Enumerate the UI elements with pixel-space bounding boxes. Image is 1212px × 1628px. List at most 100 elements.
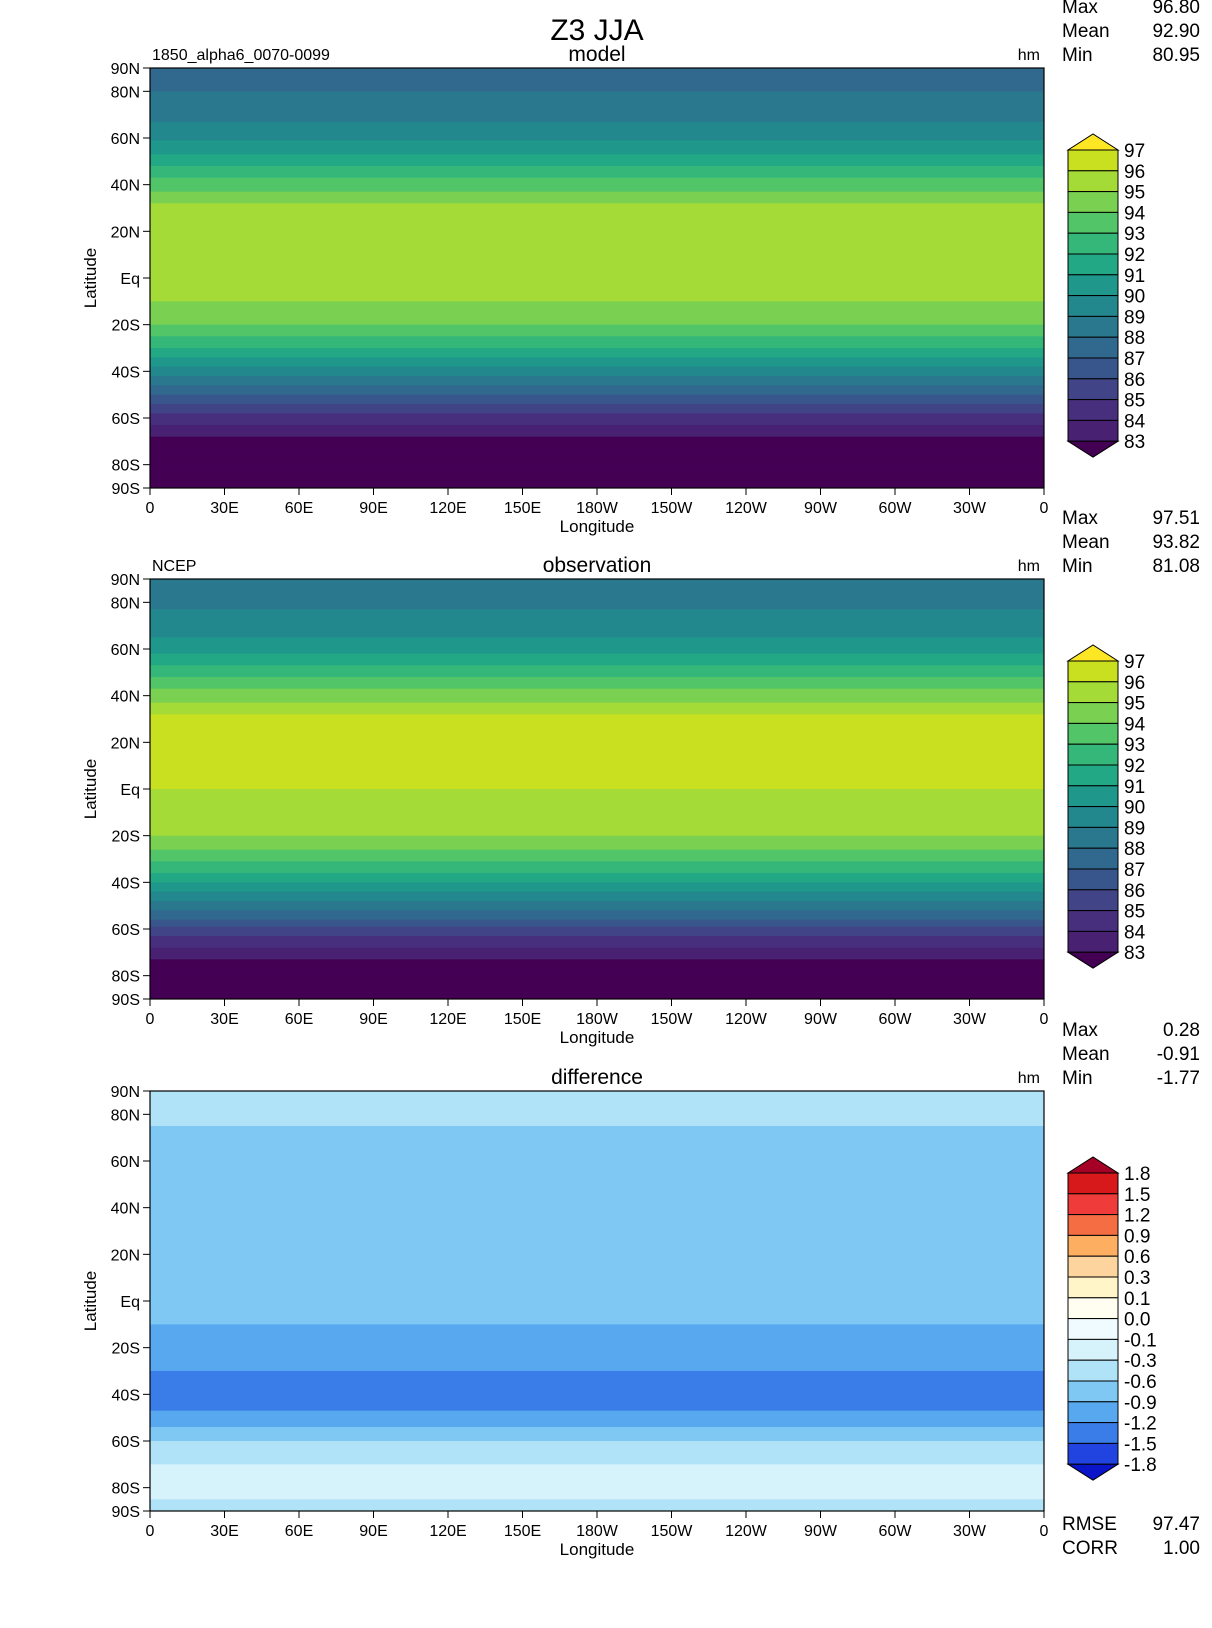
field-band (150, 681, 1044, 685)
colorbar-box (1067, 1359, 1119, 1382)
colorbar-label: 1.8 (1124, 1164, 1150, 1185)
field-band (150, 583, 1044, 587)
colorbar-box (1067, 357, 1119, 380)
field-band (150, 616, 1044, 620)
field-band (150, 182, 1044, 186)
colorbar-box (1067, 910, 1119, 932)
field-band (150, 385, 1044, 389)
lat-tick-label: 90S (112, 992, 140, 1009)
field-band (150, 978, 1044, 981)
field-band (150, 688, 1044, 692)
field-band (150, 135, 1044, 139)
field-band (150, 82, 1044, 85)
lat-tick-label: 40S (112, 364, 140, 381)
field-band (150, 152, 1044, 155)
lat-tick-label: 60S (112, 411, 140, 428)
field-band (150, 266, 1044, 270)
field-band (150, 964, 1044, 967)
colorbar-label: 92 (1124, 245, 1145, 266)
lon-tick-label: 30E (210, 1523, 238, 1540)
field-band (150, 1298, 1044, 1302)
field-band (150, 975, 1044, 979)
field-band (150, 621, 1044, 624)
field-band (150, 947, 1044, 951)
colorbar-box (1067, 764, 1119, 787)
colorbar-box (1067, 191, 1119, 213)
lon-tick-label: 90W (804, 1011, 838, 1028)
field-band (150, 966, 1044, 970)
field-band (150, 187, 1044, 190)
field-band (150, 625, 1044, 629)
lon-tick-label: 60W (879, 1523, 913, 1540)
field-band (150, 212, 1044, 216)
field-band (150, 1254, 1044, 1258)
field-band (150, 1501, 1044, 1505)
field-band (150, 161, 1044, 165)
field-band (150, 285, 1044, 288)
field-bands (150, 68, 1044, 488)
field-band (150, 68, 1044, 71)
field-band (150, 1354, 1044, 1358)
lat-tick-label: 60S (112, 1434, 140, 1451)
field-band (150, 436, 1044, 440)
field-band (150, 742, 1044, 746)
field-band (150, 369, 1044, 372)
field-band (150, 275, 1044, 279)
field-band (150, 1093, 1044, 1097)
field-band (150, 448, 1044, 452)
field-band (150, 469, 1044, 473)
lat-tick-label: Eq (120, 782, 140, 799)
field-band (150, 107, 1044, 111)
field-band (150, 919, 1044, 923)
field-band (150, 1154, 1044, 1157)
field-band (150, 434, 1044, 438)
field-band (150, 117, 1044, 120)
field-band (150, 140, 1044, 144)
field-band (150, 656, 1044, 659)
colorbar-box (1067, 1234, 1119, 1257)
field-band (150, 1329, 1044, 1332)
field-band (150, 740, 1044, 743)
field-band (150, 1235, 1044, 1239)
field-band (150, 383, 1044, 386)
field-band (150, 420, 1044, 424)
colorbar-label: 93 (1124, 735, 1145, 756)
field-band (150, 425, 1044, 428)
field-band (150, 1380, 1044, 1384)
field-band (150, 1448, 1044, 1451)
colorbar-label: 88 (1124, 839, 1145, 860)
field-band (150, 483, 1044, 487)
field-band (150, 406, 1044, 410)
lat-tick-label: 90N (111, 61, 140, 78)
field-band (150, 952, 1044, 956)
field-band (150, 474, 1044, 477)
field-band (150, 1133, 1044, 1136)
field-band (150, 961, 1044, 965)
colorbar-top-arrow (1066, 644, 1120, 662)
field-band (150, 194, 1044, 197)
field-band (150, 817, 1044, 820)
field-band (150, 362, 1044, 365)
field-band (150, 635, 1044, 638)
lon-tick-label: 120E (429, 1523, 466, 1540)
field-band (150, 443, 1044, 447)
lat-tick-label: 20N (111, 224, 140, 241)
field-band (150, 357, 1044, 361)
field-band (150, 831, 1044, 834)
field-band (150, 175, 1044, 179)
lon-tick-label: 60E (285, 1523, 313, 1540)
field-band (150, 1471, 1044, 1475)
field-band (150, 404, 1044, 407)
field-band (150, 1422, 1044, 1426)
panel-difference: 90N 80N 60N 40N 20N Eq 20S 40S 60S 80S 90S 0 30E 60E 9… (81, 1020, 1200, 1559)
field-band (150, 292, 1044, 295)
field-band (150, 441, 1044, 445)
field-band (150, 75, 1044, 78)
footer-stat-label: CORR (1062, 1538, 1118, 1559)
field-band (150, 366, 1044, 370)
field-band (150, 954, 1044, 958)
field-band (150, 1256, 1044, 1260)
field-band (150, 679, 1044, 683)
colorbar-label: 84 (1124, 922, 1146, 943)
lon-tick-label: 120E (429, 1011, 466, 1028)
